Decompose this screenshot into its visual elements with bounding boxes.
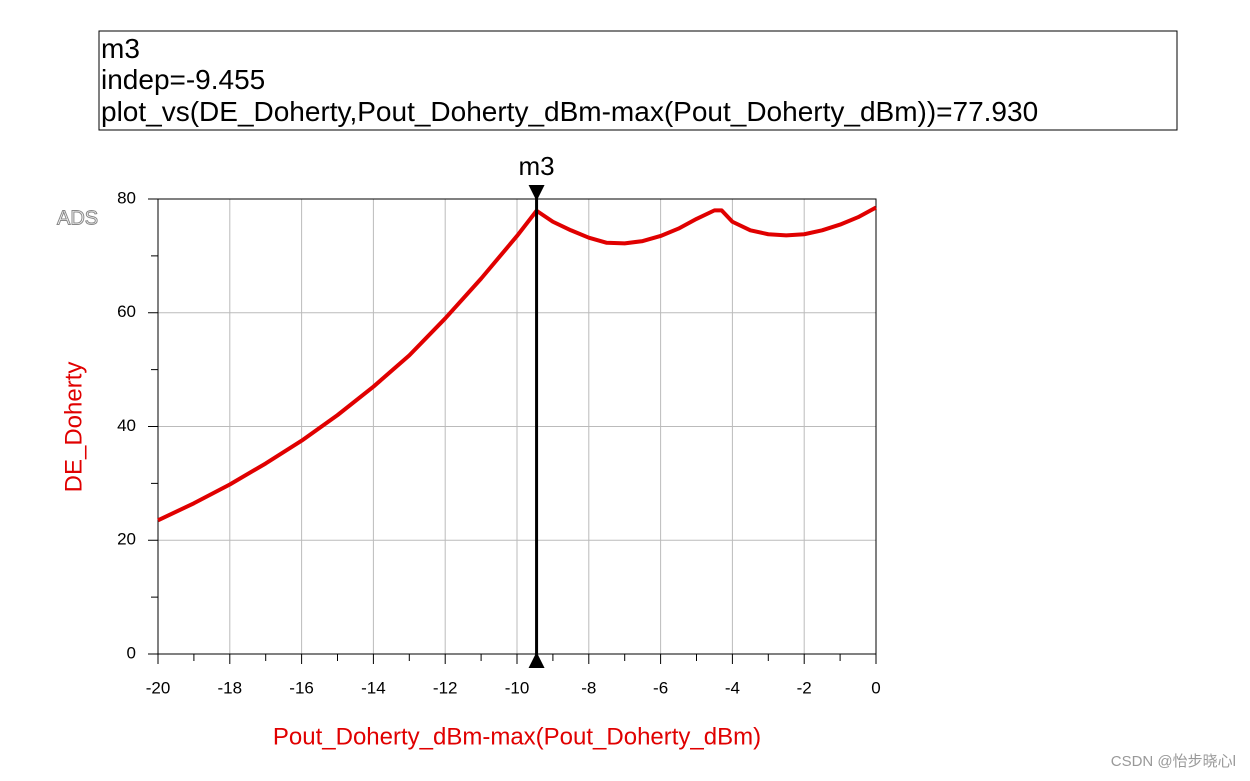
y-tick-label: 60 xyxy=(117,302,136,321)
marker-label: m3 xyxy=(519,151,555,181)
x-tick-label: -20 xyxy=(146,678,171,697)
x-tick-label: -12 xyxy=(433,678,458,697)
x-tick-label: -10 xyxy=(505,678,530,697)
x-tick-label: -8 xyxy=(581,678,596,697)
y-tick-label: 0 xyxy=(127,643,136,662)
credit: CSDN @怡步晓心l xyxy=(1111,753,1236,770)
marker-bottom xyxy=(528,652,545,668)
marker-top xyxy=(528,185,545,201)
marker-readout-box xyxy=(98,30,1178,131)
marker-readout: indep=-9.455 xyxy=(101,64,265,95)
y-axis-label: DE_Doherty xyxy=(60,362,87,493)
plot-frame xyxy=(157,198,877,655)
y-tick-label: 80 xyxy=(117,188,136,207)
marker-name: m3 xyxy=(101,33,140,64)
x-axis-label: Pout_Doherty_dBm-max(Pout_Doherty_dBm) xyxy=(273,723,761,750)
x-tick-label: -18 xyxy=(218,678,243,697)
x-tick-label: -2 xyxy=(797,678,812,697)
y-tick-label: 20 xyxy=(117,530,136,549)
x-tick-label: -14 xyxy=(361,678,386,697)
watermark: ADS xyxy=(57,207,98,229)
data-line xyxy=(157,205,877,523)
x-tick-label: -16 xyxy=(289,678,314,697)
marker-readout: plot_vs(DE_Doherty,Pout_Doherty_dBm-max(… xyxy=(101,96,1038,127)
x-tick-label: -4 xyxy=(725,678,740,697)
x-tick-label: 0 xyxy=(871,678,880,697)
x-tick-label: -6 xyxy=(653,678,668,697)
y-tick-label: 40 xyxy=(117,416,136,435)
